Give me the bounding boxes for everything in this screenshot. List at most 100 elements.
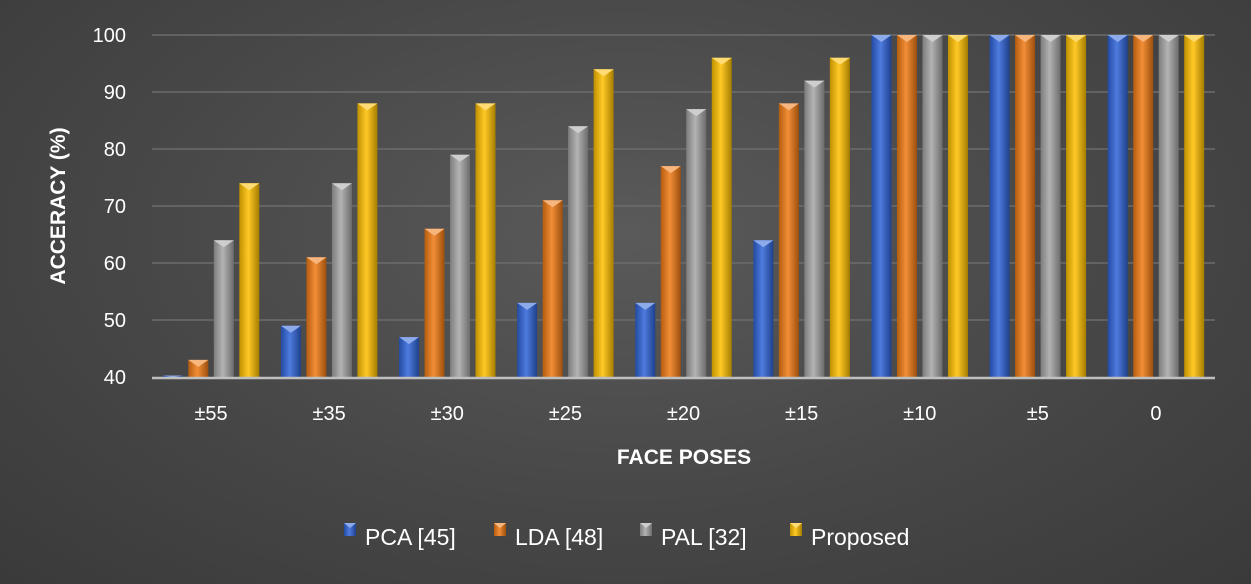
bar-cap bbox=[635, 302, 656, 310]
bar-cap bbox=[239, 183, 260, 191]
x-tick-label: ±25 bbox=[549, 403, 582, 425]
x-tick-label: 0 bbox=[1150, 403, 1161, 425]
bar-cap bbox=[399, 337, 420, 345]
bar-pal-3 bbox=[568, 126, 589, 377]
bar-proposed-3 bbox=[593, 69, 614, 377]
bar-cap bbox=[593, 69, 614, 77]
bar-cap bbox=[778, 103, 799, 111]
bar-proposed-4 bbox=[711, 57, 732, 378]
bar-pca-7 bbox=[989, 35, 1010, 377]
gridlines bbox=[152, 34, 1215, 321]
bar-pal-0 bbox=[213, 240, 234, 377]
bar-cap bbox=[542, 200, 563, 208]
bar-cap bbox=[1040, 35, 1061, 42]
bar-proposed-5 bbox=[829, 57, 850, 378]
y-tick-label: 80 bbox=[104, 139, 126, 161]
x-tick-label: ±5 bbox=[1027, 403, 1049, 425]
bar-proposed-2 bbox=[475, 103, 496, 378]
bar-cap bbox=[660, 166, 681, 174]
y-axis-title: ACCERACY (%) bbox=[47, 127, 70, 284]
bar-pal-4 bbox=[686, 109, 707, 377]
bar-cap bbox=[989, 35, 1010, 42]
bar-cap bbox=[804, 80, 825, 88]
y-tick-label: 90 bbox=[104, 82, 126, 104]
bar-cap bbox=[357, 103, 378, 111]
bar-cap bbox=[871, 35, 892, 42]
legend-swatch-cap bbox=[344, 523, 356, 528]
bar-proposed-7 bbox=[1066, 35, 1087, 377]
bar-cap bbox=[1158, 35, 1179, 42]
legend-swatch-cap bbox=[494, 523, 506, 528]
bar-proposed-6 bbox=[947, 35, 968, 377]
x-axis-title: FACE POSES bbox=[617, 446, 751, 469]
bar-pca-2 bbox=[399, 337, 420, 377]
y-tick-label: 100 bbox=[93, 25, 126, 47]
bar-pca-3 bbox=[517, 302, 538, 377]
bar-cap bbox=[1015, 35, 1036, 42]
legend: PCA [45] LDA [48] PAL [32] Proposed bbox=[344, 523, 909, 550]
bar-cap bbox=[450, 154, 471, 162]
bar-lda-7 bbox=[1015, 35, 1036, 377]
bar-proposed-8 bbox=[1184, 35, 1205, 377]
bar-cap bbox=[280, 325, 301, 333]
bar-cap bbox=[475, 103, 496, 111]
bar-lda-1 bbox=[306, 257, 327, 377]
bar-cap bbox=[1184, 35, 1205, 42]
legend-item-1: LDA [48] bbox=[494, 523, 603, 550]
bar-cap bbox=[753, 240, 774, 248]
bar-pca-1 bbox=[280, 325, 301, 377]
legend-swatch-cap bbox=[790, 523, 802, 528]
legend-label: PAL [32] bbox=[661, 524, 747, 550]
bar-cap bbox=[331, 183, 352, 191]
y-tick-label: 60 bbox=[104, 253, 126, 275]
bar-cap bbox=[711, 57, 732, 65]
bars bbox=[162, 35, 1205, 378]
x-tick-label: ±20 bbox=[667, 403, 700, 425]
bar-lda-5 bbox=[778, 103, 799, 378]
bar-cap bbox=[424, 228, 445, 236]
bar-pca-8 bbox=[1107, 35, 1128, 377]
bar-cap bbox=[162, 375, 183, 377]
legend-swatch bbox=[494, 523, 506, 536]
legend-item-2: PAL [32] bbox=[640, 523, 747, 550]
bar-pca-5 bbox=[753, 240, 774, 377]
x-tick-label: ±10 bbox=[903, 403, 936, 425]
bar-cap bbox=[568, 126, 589, 134]
x-tick-label: ±35 bbox=[313, 403, 346, 425]
legend-swatch-cap bbox=[640, 523, 652, 528]
bar-lda-0 bbox=[188, 359, 209, 377]
bar-cap bbox=[517, 302, 538, 310]
bar-pal-5 bbox=[804, 80, 825, 377]
bar-pal-8 bbox=[1158, 35, 1179, 377]
bar-cap bbox=[306, 257, 327, 265]
bar-proposed-1 bbox=[357, 103, 378, 378]
bar-proposed-0 bbox=[239, 183, 260, 377]
bar-lda-4 bbox=[660, 166, 681, 377]
bar-lda-3 bbox=[542, 200, 563, 377]
bar-cap bbox=[1066, 35, 1087, 42]
bar-pca-4 bbox=[635, 302, 656, 377]
legend-label: LDA [48] bbox=[515, 524, 603, 550]
bar-pca-6 bbox=[871, 35, 892, 377]
legend-label: Proposed bbox=[811, 524, 909, 550]
bar-cap bbox=[922, 35, 943, 42]
bar-pal-2 bbox=[450, 154, 471, 377]
bar-cap bbox=[947, 35, 968, 42]
bar-lda-6 bbox=[896, 35, 917, 377]
x-tick-label: ±55 bbox=[194, 403, 227, 425]
legend-swatch bbox=[344, 523, 356, 536]
y-tick-label: 50 bbox=[104, 310, 126, 332]
bar-cap bbox=[188, 359, 209, 367]
x-tick-label: ±30 bbox=[431, 403, 464, 425]
bar-cap bbox=[1133, 35, 1154, 42]
bar-cap bbox=[686, 109, 707, 117]
bar-lda-2 bbox=[424, 228, 445, 377]
x-tick-label: ±15 bbox=[785, 403, 818, 425]
bar-cap bbox=[213, 240, 234, 248]
bar-cap bbox=[1107, 35, 1128, 42]
bar-cap bbox=[896, 35, 917, 42]
bar-pal-1 bbox=[331, 183, 352, 377]
axes: 40 50 60 70 80 90 100 ±55 ±35 ±30 ±25 ±20 ±15 ±10 ±5 0 bbox=[93, 25, 1215, 425]
